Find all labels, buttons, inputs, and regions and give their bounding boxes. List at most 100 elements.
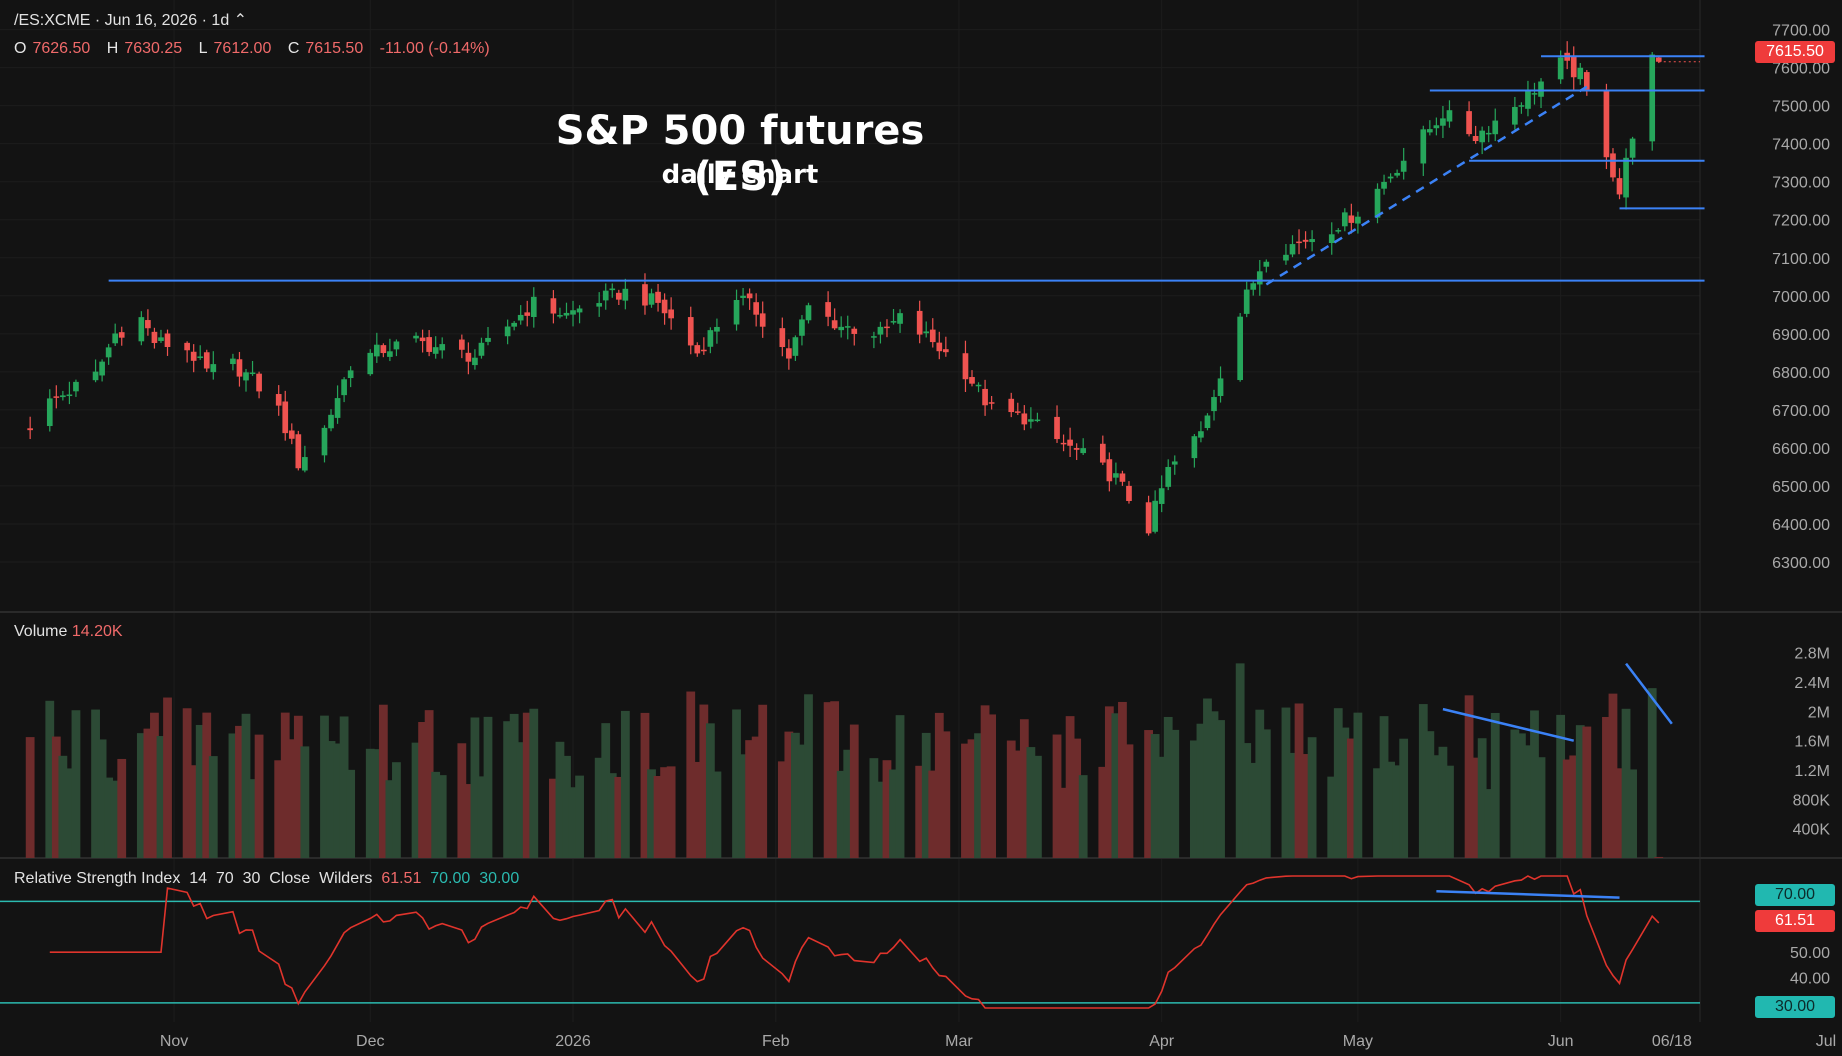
volume-bar (1248, 762, 1258, 858)
rsi-bands (0, 900, 1700, 1004)
candle-body (805, 305, 812, 321)
volume-bar (1118, 701, 1127, 858)
candle-body (942, 349, 949, 353)
volume-bar (287, 739, 297, 858)
volume-bar (1556, 714, 1566, 858)
candle-body (1492, 120, 1499, 135)
candle-body (929, 329, 936, 343)
candle-body (622, 288, 629, 301)
volume-bar (836, 770, 846, 858)
volume-bar (1510, 729, 1520, 858)
candle-body (321, 427, 328, 456)
volume-tick-label: 2.4M (1794, 675, 1830, 692)
time-tick-label: 2026 (555, 1033, 591, 1050)
candle-body (1355, 216, 1361, 224)
candle-body (517, 314, 524, 321)
volume-bar (732, 709, 741, 858)
candle-body (1165, 466, 1172, 487)
volume-bar (65, 768, 74, 858)
volume-bar (110, 780, 120, 858)
candle-body (1518, 105, 1525, 107)
volume-bar (97, 739, 107, 858)
volume-bar (411, 742, 421, 858)
candle-body (73, 381, 79, 392)
rsi-tick-label: 50.00 (1790, 945, 1830, 962)
volume-bar (614, 776, 624, 858)
candle-body (1394, 172, 1400, 176)
volume-pane-label[interactable]: Volume 14.20K (14, 623, 123, 641)
candle-body (243, 372, 249, 381)
low-label: L (198, 40, 208, 57)
candle-body (373, 344, 380, 357)
volume-bar (849, 724, 859, 858)
volume-bar (1575, 725, 1585, 858)
time-tick-label: May (1343, 1033, 1373, 1050)
candle-body (367, 352, 374, 375)
rsi-upper-badge: 70.00 (1755, 884, 1835, 906)
candle-body (1289, 244, 1296, 255)
candle-body (1067, 439, 1073, 446)
price-tick-label: 7000.00 (1772, 289, 1830, 306)
volume-bar (1615, 768, 1624, 858)
volume-bar (987, 714, 997, 858)
candle-body (236, 359, 243, 377)
volume-bar (568, 787, 578, 858)
rsi-tick-label: 40.00 (1790, 971, 1830, 988)
volume-bar (1111, 713, 1121, 858)
volume-bar (1333, 708, 1343, 858)
volume-divergence-line (1625, 662, 1673, 725)
volume-bar (1536, 757, 1546, 858)
candle-body (249, 372, 256, 375)
candle-body (916, 310, 923, 335)
volume-bar (1431, 755, 1441, 858)
open-value: 7626.50 (32, 40, 91, 57)
volume-bar (208, 756, 218, 858)
candle-body (1119, 473, 1126, 482)
volume-tick-label: 800K (1793, 792, 1831, 809)
volume-bar (594, 757, 604, 858)
rsi-length: 14 (189, 870, 208, 887)
volume-bar (1307, 737, 1317, 858)
rsi-lower-value: 30.00 (479, 870, 520, 887)
candle-body (786, 348, 792, 359)
candle-body (1426, 129, 1433, 133)
volume-bar (974, 733, 983, 858)
candle-body (1263, 261, 1270, 267)
candle-body (184, 342, 190, 351)
volume-bar (431, 771, 441, 858)
volume-bar (274, 760, 284, 858)
rsi-line-group (49, 875, 1660, 1009)
candle-body (1171, 461, 1178, 465)
volume-bar (1471, 757, 1481, 858)
time-tick-label: Jul (1816, 1033, 1836, 1050)
volume-bar (1019, 719, 1029, 858)
candle-body (831, 320, 838, 329)
rsi-lower: 30 (242, 870, 261, 887)
candle-body (648, 293, 655, 305)
volume-bar (1484, 789, 1494, 858)
volume-bar (1026, 747, 1036, 858)
time-tick-label: Dec (356, 1033, 384, 1050)
volume-bar (25, 737, 35, 858)
candle-body (694, 345, 701, 354)
volume-bar (195, 724, 205, 858)
volume-bar (1327, 776, 1337, 858)
rsi-divergence-line (1436, 889, 1620, 899)
candle-body (962, 353, 969, 380)
candle-body (1198, 431, 1204, 438)
time-tick-label: Jun (1548, 1033, 1574, 1050)
rsi-pane-label[interactable]: Relative Strength Index 14 70 30 Close W… (14, 870, 519, 888)
price-tick-label: 6800.00 (1772, 365, 1830, 382)
candle-body (347, 370, 354, 379)
volume-bar (51, 736, 61, 858)
symbol-header[interactable]: /ES:XCME · Jun 16, 2026 · 1d ⌃ (14, 12, 248, 29)
volume-bar (1562, 759, 1572, 858)
candle-body (1649, 54, 1656, 142)
volume-bar (1170, 729, 1180, 858)
candle-body (256, 373, 262, 392)
volume-bar (1189, 740, 1199, 858)
candle-body (759, 313, 766, 327)
volume-bar (640, 712, 650, 858)
volume-bar (280, 712, 290, 858)
price-tick-label: 7200.00 (1772, 213, 1830, 230)
